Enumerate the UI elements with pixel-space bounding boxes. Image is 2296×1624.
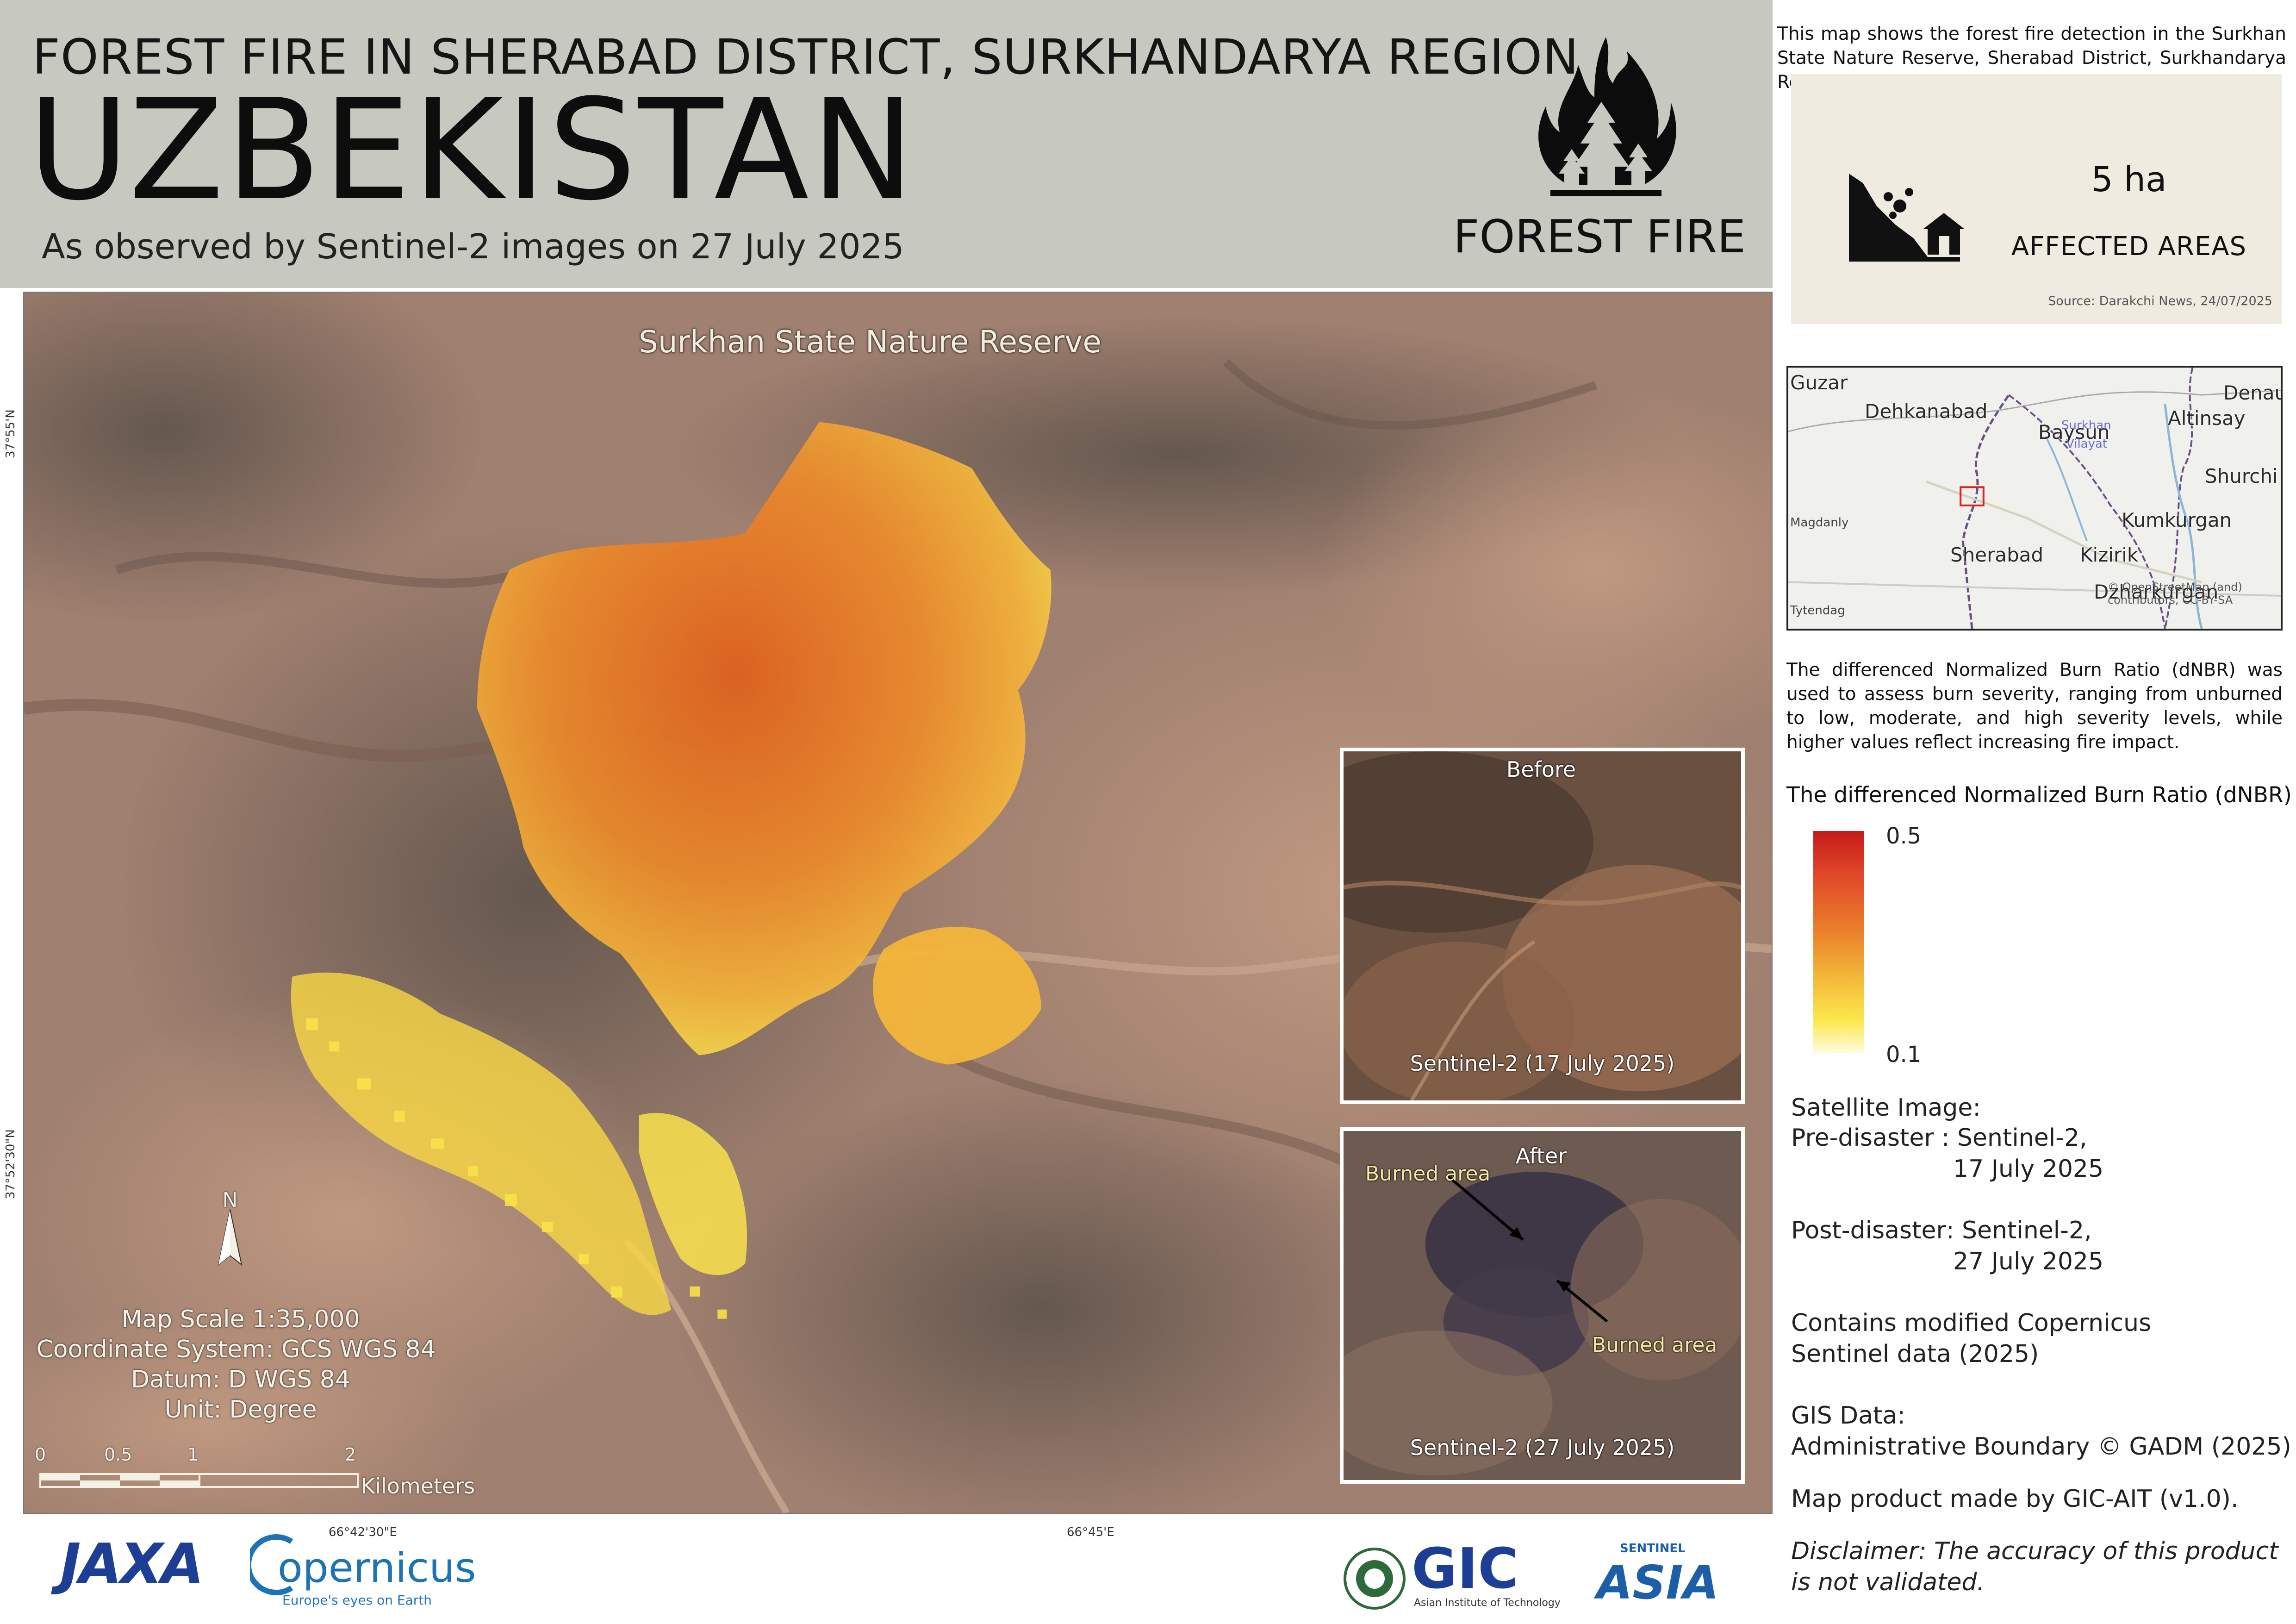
post-disaster-value-2: 27 July 2025 [1953, 1248, 2104, 1275]
longitude-label-left: 66°42'30"E [329, 1525, 397, 1539]
disclaimer-line-2: is not validated. [1791, 1568, 1985, 1596]
map-scale-text: Map Scale 1:35,000 [121, 1305, 360, 1333]
source-note: Source: Darakchi News, 24/07/2025 [2048, 294, 2272, 308]
gis-data-source: Administrative Boundary © GADM (2025) [1791, 1433, 2291, 1461]
place-dzharkurgan: Dzharkurgan [2094, 581, 2219, 603]
pre-disaster-value-2: 17 July 2025 [1953, 1155, 2104, 1183]
gic-subtitle: Asian Institute of Technology [1414, 1597, 1561, 1609]
inset-before-caption: Sentinel-2 (17 July 2025) [1410, 1051, 1675, 1076]
scale-tick-0: 0 [35, 1444, 46, 1465]
copernicus-tagline: Europe's eyes on Earth [282, 1593, 432, 1608]
burn-area-south [639, 1113, 747, 1275]
copernicus-note-1: Contains modified Copernicus [1791, 1309, 2152, 1337]
inset-after-title: After [1515, 1143, 1567, 1168]
gic-logo: GIC [1412, 1537, 1519, 1601]
observation-subtitle: As observed by Sentinel-2 images on 27 J… [42, 227, 904, 267]
scale-tick-0-5: 0.5 [104, 1444, 132, 1465]
place-sherabad: Sherabad [1950, 543, 2044, 566]
sentinel-asia-top: SENTINEL [1620, 1542, 1686, 1555]
inset-before-title: Before [1506, 757, 1576, 782]
legend-title: The differenced Normalized Burn Ratio (d… [1786, 782, 2292, 808]
affected-area-label: AFFECTED AREAS [2011, 231, 2247, 262]
legend-max-value: 0.5 [1886, 823, 1922, 849]
place-altinsay: Altinsay [2168, 407, 2246, 430]
pre-disaster-value-1: : Sentinel-2, [1941, 1124, 2087, 1152]
place-magdanly: Magdanly [1790, 516, 1849, 530]
place-baysun: Baysun [2038, 421, 2110, 443]
forest-fire-icon [1538, 37, 1676, 196]
pre-disaster-label: Pre-disaster [1791, 1124, 1934, 1152]
burn-area-main [477, 422, 1052, 1056]
place-dehkanabad: Dehkanabad [1865, 400, 1988, 423]
burn-area-southwest [291, 972, 672, 1315]
copernicus-note-2: Sentinel data (2025) [1791, 1340, 2039, 1368]
hazard-label: FOREST FIRE [1453, 211, 1746, 263]
after-satellite-image [1344, 1131, 1741, 1480]
jaxa-logo: JAXA [60, 1532, 204, 1597]
product-credit: Map product made by GIC-AIT (v1.0). [1791, 1485, 2239, 1513]
affected-areas-box [1791, 74, 2282, 324]
ait-seal-icon [1344, 1548, 1406, 1610]
place-guzar: Guzar [1790, 371, 1848, 394]
place-shurchi: Shurchi [2205, 465, 2278, 487]
osm-attribution: © OpenStreetMap (and) contributors, CC-B… [2108, 581, 2242, 606]
satellite-image-title: Satellite Image: [1791, 1094, 1981, 1122]
scale-units: Kilometers [361, 1474, 475, 1499]
header-banner [0, 0, 1773, 288]
copernicus-logo: opernicus [278, 1544, 476, 1592]
scale-tick-1: 1 [187, 1444, 199, 1465]
burned-area-callout-2: Burned area [1592, 1333, 1717, 1357]
place-tytendag: Tytendag [1790, 604, 1845, 618]
place-kumkurgan: Kumkurgan [2122, 509, 2232, 531]
dnbr-color-ramp [1813, 831, 1864, 1053]
burn-area-east [873, 927, 1041, 1065]
map-supertitle: FOREST FIRE IN SHERABAD DISTRICT, SURKHA… [32, 29, 1579, 85]
longitude-label-right: 66°45'E [1067, 1525, 1114, 1539]
inset-after[interactable] [1340, 1127, 1745, 1484]
legend-min-value: 0.1 [1886, 1042, 1922, 1068]
affected-area-value: 5 ha [2091, 160, 2167, 200]
north-label: N [222, 1188, 238, 1212]
before-satellite-image [1344, 751, 1741, 1100]
landslide-house-icon [1849, 174, 1965, 262]
burned-area-callout-1: Burned area [1365, 1162, 1491, 1186]
locator-basemap [1788, 368, 2281, 629]
region-surkhan-label: Surkhan [2061, 418, 2111, 432]
post-disaster-value-1: : Sentinel-2, [1946, 1217, 2092, 1244]
locator-map[interactable]: Guzar Dehkanabad Denau Baysun Altinsay S… [1786, 366, 2283, 631]
place-denau: Denau [2223, 381, 2283, 404]
latitude-label-top: 37°55'N [4, 409, 18, 458]
scale-bar [39, 1473, 359, 1488]
unit-text: Unit: Degree [164, 1396, 317, 1424]
place-kizirik: Kizirik [2080, 543, 2139, 566]
gis-data-title: GIS Data: [1791, 1402, 1905, 1430]
inset-after-caption: Sentinel-2 (27 July 2025) [1410, 1435, 1675, 1460]
country-title: UZBEKISTAN [28, 69, 917, 231]
disclaimer-line-1: Disclaimer: The accuracy of this product [1791, 1537, 2278, 1565]
reserve-label: Surkhan State Nature Reserve [639, 324, 1101, 360]
latitude-label-bottom: 37°52'30"N [4, 1129, 18, 1199]
scale-tick-2: 2 [345, 1444, 356, 1465]
north-arrow-icon [218, 1209, 243, 1266]
region-vilayat-label: Vilayat [2066, 437, 2108, 451]
datum-text: Datum: D WGS 84 [131, 1366, 350, 1393]
inset-before[interactable] [1340, 748, 1745, 1104]
post-disaster-label: Post-disaster [1791, 1217, 1946, 1244]
dnbr-description: The differenced Normalized Burn Ratio (d… [1786, 660, 2283, 753]
sentinel-asia-logo: ASIA [1597, 1555, 1719, 1610]
coordinate-system-text: Coordinate System: GCS WGS 84 [36, 1336, 436, 1363]
